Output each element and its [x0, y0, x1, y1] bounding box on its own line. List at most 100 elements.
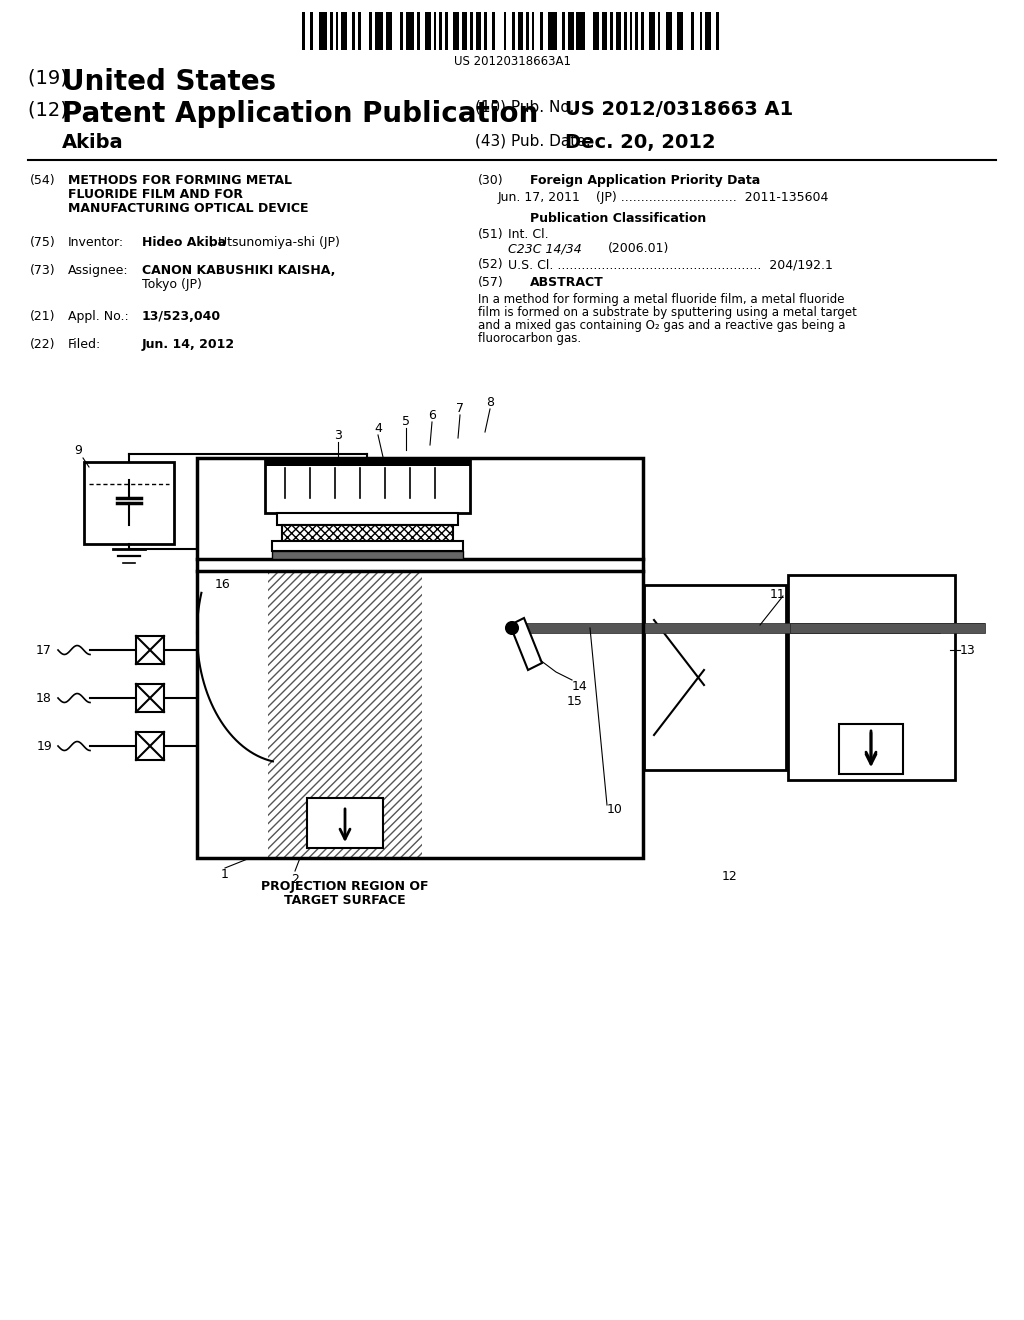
Bar [272, 550, 463, 558]
Text: Assignee:: Assignee: [68, 264, 129, 277]
Text: 15: 15 [567, 696, 583, 708]
Bar [839, 723, 903, 774]
Bar [493, 12, 496, 50]
Text: 8: 8 [486, 396, 494, 409]
Bar [197, 458, 643, 858]
Text: 6: 6 [428, 409, 436, 422]
Bar [649, 12, 654, 50]
Text: US 20120318663A1: US 20120318663A1 [454, 55, 570, 69]
Bar [265, 458, 470, 466]
Text: Akiba: Akiba [62, 133, 124, 152]
Bar [370, 12, 372, 50]
Bar [562, 12, 565, 50]
Bar [310, 12, 313, 50]
Bar [307, 799, 383, 847]
Bar [610, 12, 612, 50]
Text: 3: 3 [334, 429, 342, 442]
Bar [593, 12, 599, 50]
Bar [375, 12, 383, 50]
Bar [272, 541, 463, 550]
Bar [358, 12, 360, 50]
Text: (30): (30) [478, 174, 504, 187]
Text: Publication Classification: Publication Classification [530, 213, 707, 224]
Bar [462, 12, 467, 50]
Bar [706, 12, 711, 50]
Polygon shape [510, 618, 542, 671]
Bar [406, 12, 414, 50]
Text: 17: 17 [36, 644, 52, 656]
Bar [352, 12, 355, 50]
Bar [136, 636, 164, 664]
Bar [341, 12, 347, 50]
Text: (73): (73) [30, 264, 55, 277]
Text: 5: 5 [402, 414, 410, 428]
Bar [512, 12, 515, 50]
Text: (52): (52) [478, 257, 504, 271]
Text: 13/523,040: 13/523,040 [142, 310, 221, 323]
Text: TARGET SURFACE: TARGET SURFACE [285, 894, 406, 907]
Text: Foreign Application Priority Data: Foreign Application Priority Data [530, 174, 760, 187]
Bar [475, 12, 481, 50]
Bar [386, 12, 391, 50]
Bar [433, 12, 436, 50]
Text: Dec. 20, 2012: Dec. 20, 2012 [565, 133, 716, 152]
Text: (21): (21) [30, 310, 55, 323]
Bar [136, 684, 164, 711]
Bar [302, 12, 305, 50]
Text: In a method for forming a metal fluoride film, a metal fluoride: In a method for forming a metal fluoride… [478, 293, 845, 306]
Bar [549, 12, 557, 50]
Bar [197, 458, 643, 858]
Text: Appl. No.:: Appl. No.: [68, 310, 129, 323]
Text: (10) Pub. No.:: (10) Pub. No.: [475, 100, 580, 115]
Bar [790, 623, 985, 634]
Text: 19: 19 [36, 739, 52, 752]
Bar [699, 12, 702, 50]
Text: Patent Application Publication: Patent Application Publication [62, 100, 539, 128]
Bar [417, 12, 420, 50]
Text: (19): (19) [28, 69, 74, 87]
Text: C23C 14/34: C23C 14/34 [508, 242, 582, 255]
Text: (75): (75) [30, 236, 55, 249]
Bar [265, 458, 470, 513]
Text: U.S. Cl. ...................................................  204/192.1: U.S. Cl. ...............................… [508, 257, 833, 271]
Bar [677, 12, 683, 50]
Text: 14: 14 [572, 680, 588, 693]
Bar [510, 623, 940, 634]
Bar [444, 12, 447, 50]
Text: (12): (12) [28, 100, 74, 119]
Bar [531, 12, 535, 50]
Text: Hideo Akiba: Hideo Akiba [142, 236, 226, 249]
Text: 13: 13 [961, 644, 976, 656]
Text: 1: 1 [221, 869, 229, 880]
Text: United States: United States [62, 69, 276, 96]
Text: and a mixed gas containing O₂ gas and a reactive gas being a: and a mixed gas containing O₂ gas and a … [478, 319, 846, 333]
Bar [641, 12, 644, 50]
Text: Jun. 14, 2012: Jun. 14, 2012 [142, 338, 236, 351]
Text: FLUORIDE FILM AND FOR: FLUORIDE FILM AND FOR [68, 187, 243, 201]
Text: 9: 9 [74, 444, 82, 457]
Text: fluorocarbon gas.: fluorocarbon gas. [478, 333, 582, 345]
Bar [630, 12, 633, 50]
Bar [657, 12, 660, 50]
Text: CANON KABUSHIKI KAISHA,: CANON KABUSHIKI KAISHA, [142, 264, 336, 277]
Text: (2006.01): (2006.01) [608, 242, 670, 255]
Text: Filed:: Filed: [68, 338, 101, 351]
Text: 2: 2 [291, 873, 299, 886]
Bar [278, 513, 458, 525]
Bar [330, 12, 333, 50]
Text: Inventor:: Inventor: [68, 236, 124, 249]
Bar [470, 12, 473, 50]
Bar [484, 12, 486, 50]
Text: 7: 7 [456, 403, 464, 414]
Bar [526, 12, 528, 50]
Bar [577, 12, 585, 50]
Bar [691, 12, 694, 50]
Bar [504, 12, 507, 50]
Bar [268, 572, 422, 858]
Text: film is formed on a substrate by sputtering using a metal target: film is formed on a substrate by sputter… [478, 306, 857, 319]
Bar [788, 576, 955, 780]
Text: ABSTRACT: ABSTRACT [530, 276, 604, 289]
Bar [439, 12, 442, 50]
Bar [540, 12, 543, 50]
Bar [615, 12, 622, 50]
